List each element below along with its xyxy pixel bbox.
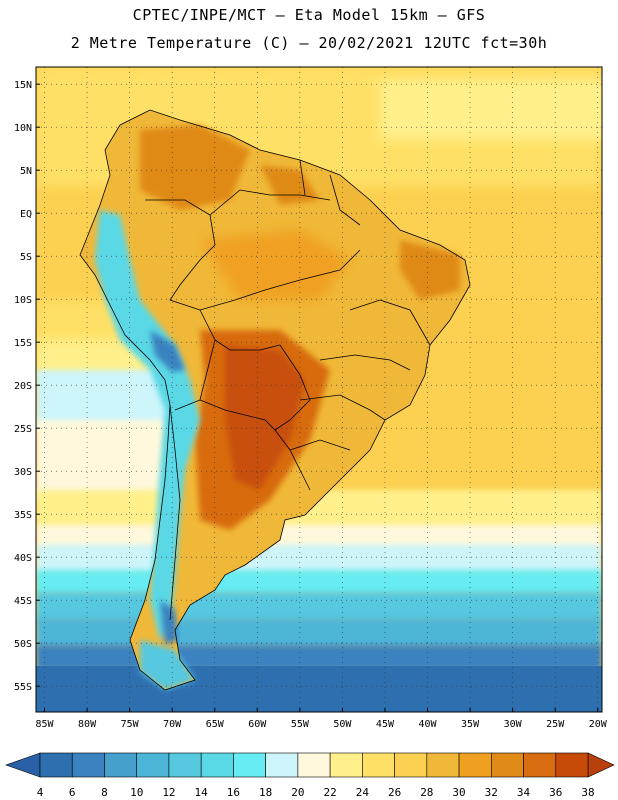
title-line-1: CPTEC/INPE/MCT – Eta Model 15km – GFS	[132, 6, 486, 24]
lon-label: 55W	[291, 719, 310, 730]
colorbar-label: 18	[259, 786, 272, 799]
colorbar-swatch	[362, 752, 395, 778]
lon-label: 75W	[121, 719, 140, 730]
colorbar-label: 8	[101, 786, 108, 799]
colorbar-swatch	[426, 752, 460, 778]
colorbar-label: 36	[549, 786, 562, 799]
colorbar: 4 6 8 10 12 14 16 18 20 22 24 26 28 30 32 34 36 38	[5, 752, 615, 799]
latitude-labels: 15N 10N 5N EQ 5S 10S 15S 20S 25S 30S 35S 40S 45S 50S 5…	[14, 80, 40, 693]
lon-label: 85W	[35, 719, 54, 730]
lat-label: 10S	[14, 295, 32, 306]
lat-label: 5S	[20, 252, 32, 263]
colorbar-label: 34	[517, 786, 531, 799]
lat-label: 45S	[14, 596, 32, 607]
colorbar-label: 6	[69, 786, 76, 799]
colorbar-swatch	[39, 752, 73, 778]
longitude-labels: 85W 80W 75W 70W 65W 60W 55W 50W 45W 40W 35W 30W 25W 2…	[35, 708, 608, 730]
lat-label: EQ	[20, 209, 32, 220]
colorbar-swatch	[168, 752, 202, 778]
hot-core-region	[225, 345, 305, 490]
colorbar-label: 26	[388, 786, 401, 799]
colorbar-swatch	[523, 752, 557, 778]
colorbar-swatch	[233, 752, 266, 778]
colorbar-swatch	[394, 752, 428, 778]
colorbar-label: 30	[452, 786, 465, 799]
colorbar-label: 32	[485, 786, 498, 799]
colorbar-label: 38	[581, 786, 594, 799]
colorbar-label: 24	[356, 786, 370, 799]
colorbar-swatch	[200, 752, 234, 778]
colorbar-label: 20	[291, 786, 304, 799]
country-borders	[79, 109, 471, 691]
lon-label: 70W	[163, 719, 182, 730]
colorbar-swatch	[265, 752, 299, 778]
colorbar-swatch	[297, 752, 331, 778]
lat-label: 10N	[14, 123, 32, 134]
colorbar-swatch	[71, 752, 105, 778]
lon-label: 30W	[504, 719, 523, 730]
andes-cold-strip	[95, 210, 200, 640]
colorbar-swatch	[104, 752, 138, 778]
map-frame	[35, 66, 603, 713]
colorbar-label: 10	[130, 786, 143, 799]
colorbar-swatch	[490, 752, 524, 778]
lon-label: 80W	[78, 719, 97, 730]
lon-label: 65W	[206, 719, 225, 730]
lat-label: 20S	[14, 381, 32, 392]
lat-label: 55S	[14, 682, 32, 693]
lon-label: 20W	[589, 719, 608, 730]
colorbar-low-arrow	[5, 752, 41, 778]
lon-label: 40W	[418, 719, 437, 730]
lon-label: 60W	[248, 719, 267, 730]
lat-label: 5N	[20, 166, 32, 177]
title-line-2: 2 Metre Temperature (C) – 20/02/2021 12U…	[70, 34, 548, 52]
lat-label: 50S	[14, 639, 32, 650]
map-field	[36, 67, 602, 712]
lat-label: 15S	[14, 338, 32, 349]
colorbar-label: 16	[227, 786, 240, 799]
colorbar-label: 28	[420, 786, 433, 799]
colorbar-swatch	[555, 752, 589, 778]
lat-label: 15N	[14, 80, 32, 91]
colorbar-label: 14	[195, 786, 209, 799]
colorbar-swatch	[136, 752, 170, 778]
lat-label: 25S	[14, 424, 32, 435]
lat-label: 40S	[14, 553, 32, 564]
lon-label: 45W	[376, 719, 395, 730]
lon-label: 25W	[546, 719, 565, 730]
colorbar-label: 22	[323, 786, 336, 799]
colorbar-swatch	[458, 752, 492, 778]
colorbar-label: 4	[37, 786, 44, 799]
lat-label: 35S	[14, 510, 32, 521]
colorbar-swatch	[329, 752, 363, 778]
colorbar-label: 12	[162, 786, 175, 799]
lon-label: 50W	[333, 719, 352, 730]
lon-label: 35W	[461, 719, 480, 730]
lat-label: 30S	[14, 467, 32, 478]
colorbar-high-arrow	[587, 752, 615, 778]
